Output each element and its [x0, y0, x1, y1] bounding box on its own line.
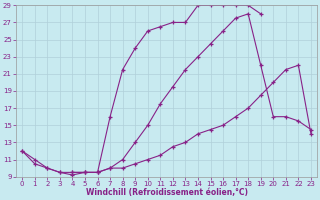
X-axis label: Windchill (Refroidissement éolien,°C): Windchill (Refroidissement éolien,°C): [85, 188, 248, 197]
